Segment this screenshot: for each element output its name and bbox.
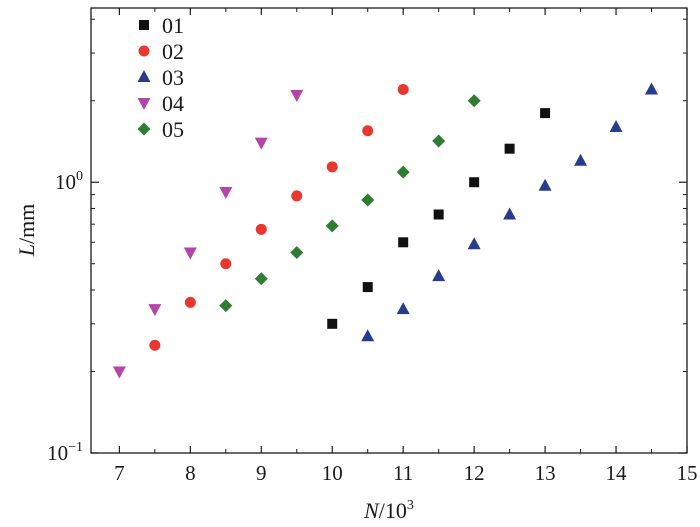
legend-marker-05	[137, 122, 151, 136]
x-tick-label: 7	[114, 461, 125, 485]
legend-marker-03	[137, 70, 151, 82]
legend-label: 05	[162, 117, 184, 142]
data-point-series-03	[609, 119, 623, 132]
data-point-series-02	[184, 296, 196, 308]
data-point-series-04	[290, 89, 304, 102]
legend-label: 03	[162, 65, 184, 90]
data-point-series-01	[362, 282, 373, 293]
data-point-series-03	[645, 82, 659, 95]
x-tick-label: 10	[322, 461, 343, 485]
legend-label: 02	[162, 39, 184, 64]
data-point-series-05	[254, 272, 268, 286]
y-tick-base: 10	[55, 170, 76, 194]
y-tick-base: 10	[47, 441, 68, 465]
x-tick-label: 15	[677, 461, 698, 485]
data-point-series-01	[504, 143, 515, 154]
x-tick-label: 8	[185, 461, 196, 485]
data-point-series-05	[361, 193, 375, 207]
x-tick-label: 9	[256, 461, 267, 485]
y-tick-label: 100	[55, 169, 83, 194]
data-point-series-03	[538, 178, 552, 191]
plot-frame	[90, 7, 688, 454]
data-point-series-03	[396, 302, 410, 315]
x-tick-label: 12	[464, 461, 485, 485]
data-point-series-04	[148, 304, 162, 317]
legend-label: 01	[162, 13, 184, 38]
data-point-series-02	[220, 258, 232, 270]
data-point-series-02	[291, 190, 303, 202]
x-axis-title: N/103	[363, 498, 414, 523]
x-tick-label: 11	[393, 461, 413, 485]
data-point-series-04	[183, 247, 197, 260]
x-axis-var: N	[363, 498, 380, 523]
data-point-series-02	[397, 84, 409, 96]
legend-marker-02	[138, 45, 150, 57]
y-axis-title: L/mm	[14, 204, 39, 258]
data-point-series-04	[254, 137, 268, 150]
data-point-series-05	[325, 219, 339, 233]
data-point-series-05	[396, 165, 410, 179]
data-point-series-03	[432, 269, 446, 282]
data-point-series-02	[326, 161, 338, 173]
legend-label: 04	[162, 91, 184, 116]
data-point-series-05	[432, 134, 446, 148]
data-point-series-01	[540, 108, 551, 119]
data-point-series-02	[149, 339, 161, 351]
data-points	[112, 82, 659, 379]
y-tick-label: 10−1	[47, 440, 83, 465]
x-tick-label: 13	[535, 461, 556, 485]
data-point-series-05	[290, 246, 304, 260]
data-point-series-04	[219, 187, 233, 200]
data-point-series-02	[362, 125, 374, 137]
x-axis-unit: /10	[379, 498, 407, 523]
data-point-series-01	[469, 177, 480, 188]
data-point-series-01	[327, 318, 338, 329]
data-point-series-05	[219, 299, 233, 313]
legend-marker-01	[139, 20, 149, 30]
data-point-series-01	[398, 237, 409, 248]
data-point-series-02	[255, 223, 267, 235]
data-point-series-03	[574, 153, 588, 166]
x-axis-exp: 3	[407, 498, 414, 513]
legend-marker-04	[137, 98, 151, 110]
y-axis-var: L	[14, 244, 39, 257]
y-tick-exponent: −1	[68, 440, 83, 455]
data-point-series-03	[467, 237, 481, 250]
data-point-series-05	[467, 94, 481, 108]
y-axis-unit: /mm	[14, 204, 39, 244]
data-point-series-03	[503, 207, 517, 220]
data-point-series-01	[433, 209, 444, 220]
data-point-series-04	[112, 366, 126, 379]
x-tick-label: 14	[606, 461, 628, 485]
data-point-series-03	[361, 329, 375, 342]
y-tick-exponent: 0	[76, 169, 83, 184]
